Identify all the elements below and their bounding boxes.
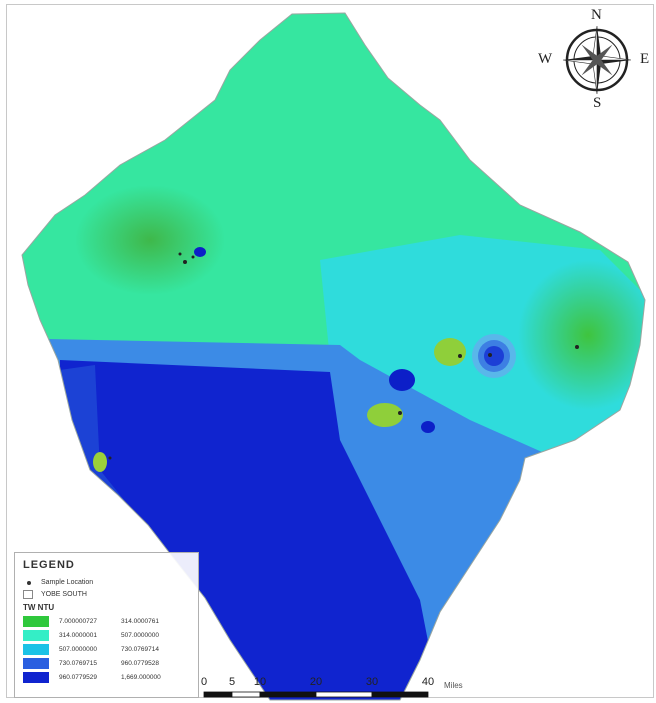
legend-class-min: 960.0779529: [59, 674, 97, 681]
scale-segment: [231, 691, 261, 698]
scale-segment: [371, 691, 429, 698]
scale-segment: [203, 691, 233, 698]
legend-class-max: 730.0769714: [121, 646, 159, 653]
legend-sample-label: Sample Location: [41, 579, 94, 586]
legend-class-min: 7.000000727: [59, 618, 97, 625]
legend-color-swatch: [23, 616, 49, 627]
scale-tick-label: 10: [253, 676, 267, 688]
scale-unit-label: Miles: [444, 681, 463, 690]
legend-class-max: 507.0000000: [121, 632, 159, 639]
sample-points: [108, 252, 579, 460]
legend-color-swatch: [23, 630, 49, 641]
legend-title: LEGEND: [23, 559, 75, 571]
scale-tick-label: 40: [421, 676, 435, 688]
scale-segment: [315, 691, 373, 698]
scale-bar: Miles 0 5 10 20 30 40: [200, 676, 463, 700]
legend-class-row: 507.0000000 730.0769714: [23, 644, 190, 655]
sample-point-icon: [27, 580, 31, 585]
legend-color-swatch: [23, 672, 49, 683]
legend-classes: 7.000000727 314.0000761 314.0000001 507.000…: [23, 616, 190, 683]
scale-tick-label: 20: [309, 676, 323, 688]
scale-segment: [259, 691, 317, 698]
legend-color-swatch: [23, 658, 49, 669]
legend-color-swatch: [23, 644, 49, 655]
legend-class-row: 314.0000001 507.0000000: [23, 630, 190, 641]
compass-north-label: N: [591, 7, 602, 23]
legend-class-max: 1,669.000000: [121, 674, 161, 681]
legend-class-row: 730.0769715 960.0779528: [23, 658, 190, 669]
map-legend: LEGEND Sample Location YOBE SOUTH TW NTU…: [14, 552, 199, 698]
legend-class-min: 730.0769715: [59, 660, 97, 667]
legend-boundary-label: YOBE SOUTH: [41, 591, 87, 598]
legend-variable-title: TW NTU: [23, 603, 55, 612]
legend-class-row: 7.000000727 314.0000761: [23, 616, 190, 627]
legend-class-row: 960.0779529 1,669.000000: [23, 672, 190, 683]
legend-boundary-row: YOBE SOUTH: [23, 590, 190, 599]
compass-south-label: S: [593, 95, 602, 111]
scale-tick-label: 0: [200, 676, 208, 688]
boundary-box-icon: [23, 590, 33, 599]
legend-sample-row: Sample Location: [23, 579, 190, 586]
compass-east-label: E: [640, 51, 650, 67]
scale-tick-label: 5: [228, 676, 236, 688]
legend-class-max: 314.0000761: [121, 618, 159, 625]
north-arrow-compass: [562, 25, 632, 95]
compass-west-label: W: [538, 51, 553, 67]
legend-class-min: 314.0000001: [59, 632, 97, 639]
legend-class-min: 507.0000000: [59, 646, 97, 653]
scale-tick-label: 30: [365, 676, 379, 688]
legend-class-max: 960.0779528: [121, 660, 159, 667]
